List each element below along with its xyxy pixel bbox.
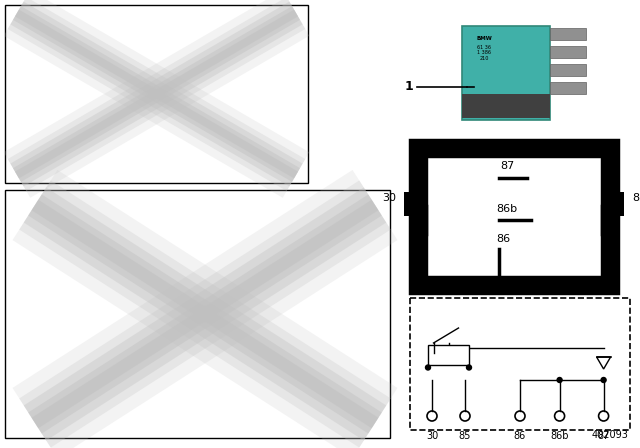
Text: 86: 86 [497, 234, 511, 244]
Text: 87: 87 [500, 161, 515, 171]
Bar [410, 298, 630, 430]
Text: BMW: BMW [476, 35, 492, 40]
Text: 86: 86 [514, 431, 526, 441]
Text: 61 36
1 386
210: 61 36 1 386 210 [477, 45, 491, 61]
Text: 86b: 86b [550, 431, 569, 441]
Bar [550, 82, 586, 94]
Text: 87: 87 [597, 431, 610, 441]
Bar [462, 26, 550, 120]
Bar [5, 190, 390, 438]
Circle shape [426, 365, 431, 370]
Bar [404, 192, 418, 216]
Bar [5, 5, 308, 183]
Text: 1: 1 [405, 81, 413, 94]
Text: 85: 85 [459, 431, 471, 441]
Text: 30: 30 [382, 193, 396, 202]
Bar [550, 28, 586, 40]
Text: 85: 85 [632, 193, 640, 202]
Circle shape [557, 378, 562, 383]
Text: 86b: 86b [497, 203, 518, 214]
Circle shape [467, 365, 472, 370]
Bar [610, 192, 624, 216]
Polygon shape [596, 357, 611, 369]
Bar [418, 148, 610, 285]
Circle shape [601, 378, 606, 383]
Bar [550, 46, 586, 58]
Bar [428, 345, 469, 365]
Text: 30: 30 [426, 431, 438, 441]
Bar [550, 64, 586, 76]
Bar [462, 94, 550, 118]
Text: 402093: 402093 [591, 430, 628, 440]
